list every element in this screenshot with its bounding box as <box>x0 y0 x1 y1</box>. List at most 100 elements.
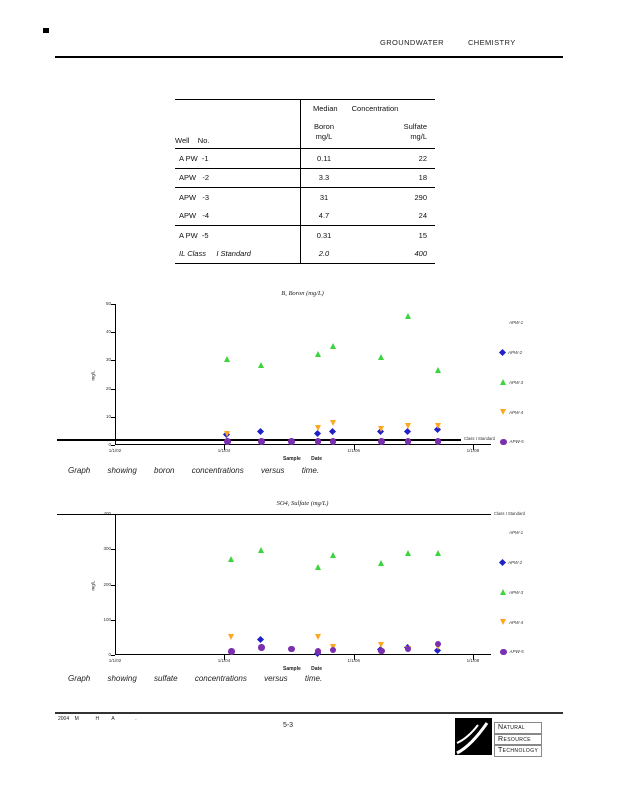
legend-marker-apw-4 <box>500 409 506 416</box>
legend-entry-apw-1: APW-1 <box>500 524 523 542</box>
legend-entry-apw-3: APW-3 <box>500 374 523 392</box>
data-point-apw-4 <box>329 420 336 427</box>
x-tick-mark <box>472 445 474 450</box>
well-cell: APW -4 <box>179 211 210 221</box>
data-point-apw-3 <box>329 342 336 349</box>
logo-text: Natural Resource Technology <box>494 722 543 757</box>
data-point-apw-3 <box>224 355 231 362</box>
legend-marker-apw-1 <box>500 320 506 326</box>
x-tick-label: 1/1/06 <box>347 658 360 663</box>
y-tick-mark <box>111 619 115 621</box>
table-group-header-row: Median Concentration <box>175 100 435 116</box>
legend-marker-apw-4 <box>500 619 506 626</box>
sulfate-value-cell: 15 <box>418 230 427 240</box>
y-tick-label: 0 <box>108 442 111 447</box>
boron-value-cell: 0.31 <box>300 226 375 245</box>
legend-marker-apw-3 <box>500 589 506 596</box>
x-tick-mark <box>353 655 355 660</box>
x-tick-mark <box>224 445 226 450</box>
data-point-apw-5 <box>314 438 322 445</box>
y-tick-label: 40 <box>105 329 111 335</box>
boron-value-cell: 3.3 <box>300 168 375 187</box>
data-point-apw-5 <box>288 645 295 652</box>
legend-entry-apw-4: APW-4 <box>500 613 523 631</box>
data-point-apw-5 <box>288 438 295 445</box>
legend-entry-apw-2: APW-2 <box>498 554 523 572</box>
legend-entry-apw-1: APW-1 <box>500 314 523 332</box>
sulfate-column-header: Sulfate mg/L <box>375 116 435 148</box>
legend-label: APW-4 <box>509 409 524 415</box>
boron-value-cell: 31 <box>300 188 375 207</box>
table-row: APW -4 4.7 24 <box>175 206 435 226</box>
data-point-apw-5 <box>434 640 442 648</box>
sulfate-chart-title: SO4, Sulfate (mg/L) <box>276 500 329 507</box>
data-point-apw-3 <box>228 555 235 562</box>
data-point-apw-5 <box>258 438 265 445</box>
legend-label: APW-2 <box>508 560 523 566</box>
y-tick-label: 20 <box>105 385 111 391</box>
data-point-apw-4 <box>434 644 441 651</box>
data-point-apw-3 <box>314 350 321 357</box>
y-tick-label: 50 <box>105 301 111 306</box>
data-point-apw-3 <box>434 367 441 374</box>
sulfate-chart: SO4, Sulfate (mg/L) mg/L Sample Date 0 10… <box>0 498 618 683</box>
x-tick-label: 1/1/08 <box>466 658 480 663</box>
data-point-apw-5 <box>378 647 385 655</box>
x-tick-mark <box>224 655 226 660</box>
footer-rule <box>55 712 563 714</box>
data-point-apw-5 <box>314 648 322 655</box>
boron-value-cell: 2.0 <box>300 244 375 263</box>
legend-entry-apw-5: APW-5 <box>500 643 524 661</box>
data-point-apw-5 <box>329 438 337 445</box>
data-point-apw-4 <box>404 423 411 430</box>
logo-swoosh-icon <box>455 718 492 755</box>
median-concentration-table: Median Concentration Well No. Boron mg/L… <box>175 99 435 264</box>
y-tick-label: 0 <box>108 652 111 657</box>
boron-chart: B, Boron (mg/L) mg/L Sample Date 0 10 20 30… <box>0 288 618 473</box>
boron-y-axis-title: mg/L <box>90 370 96 381</box>
logo-line-natural: Natural <box>494 722 543 734</box>
data-point-apw-3 <box>378 559 385 566</box>
well-cell: IL Class I Standard <box>179 249 251 259</box>
y-tick-mark <box>111 584 115 586</box>
data-point-apw-5 <box>228 648 235 655</box>
table-row: APW -3 31 290 <box>175 188 435 207</box>
header-word-chemistry: CHEMISTRY <box>467 38 516 47</box>
table-body: A PW -1 0.11 22 APW -2 3.3 18 APW -3 31 290 APW -… <box>175 149 435 264</box>
logo-line-technology: Technology <box>494 745 543 757</box>
legend-label: APW-1 <box>509 530 524 536</box>
class-i-standard-line <box>57 514 491 516</box>
table-row: APW -2 3.3 18 <box>175 168 435 188</box>
well-no-header: Well No. <box>175 136 210 145</box>
company-logo: Natural Resource Technology <box>455 718 543 757</box>
x-tick-label: 1/1/04 <box>217 658 231 663</box>
boron-header-unit: mg/L <box>315 132 333 141</box>
data-point-apw-4 <box>434 423 441 430</box>
sulfate-value-cell: 22 <box>418 153 427 163</box>
data-point-apw-3 <box>258 546 265 553</box>
sulfate-header-label: Sulfate <box>403 122 427 131</box>
boron-header-label: Boron <box>313 122 334 131</box>
y-tick-label: 30 <box>105 357 111 363</box>
x-tick-label: 1/1/08 <box>466 448 480 453</box>
page-number: 5-3 <box>282 722 294 729</box>
boron-plot-area <box>115 304 491 445</box>
data-point-apw-3 <box>329 551 336 558</box>
legend-marker-apw-5 <box>500 648 507 656</box>
y-tick-label: 10 <box>105 413 111 419</box>
data-point-apw-4 <box>378 426 385 433</box>
boron-chart-title: B, Boron (mg/L) <box>281 290 324 297</box>
legend-entry-apw-4: APW-4 <box>500 403 523 421</box>
table-row: A PW -5 0.31 15 <box>175 226 435 245</box>
sulfate-plot-area <box>115 514 491 655</box>
x-tick-label: 1/1/04 <box>217 448 231 453</box>
data-point-apw-4 <box>224 430 231 437</box>
data-point-apw-3 <box>404 312 411 319</box>
data-point-apw-5 <box>434 438 442 445</box>
group-header-concentration: Concentration <box>351 103 399 113</box>
data-point-apw-3 <box>314 563 321 570</box>
boron-value-cell: 4.7 <box>300 206 375 225</box>
legend-entry-apw-3: APW-3 <box>500 584 523 602</box>
header-word-groundwater: GROUNDWATER <box>380 38 444 47</box>
legend-label: APW-4 <box>509 619 524 625</box>
